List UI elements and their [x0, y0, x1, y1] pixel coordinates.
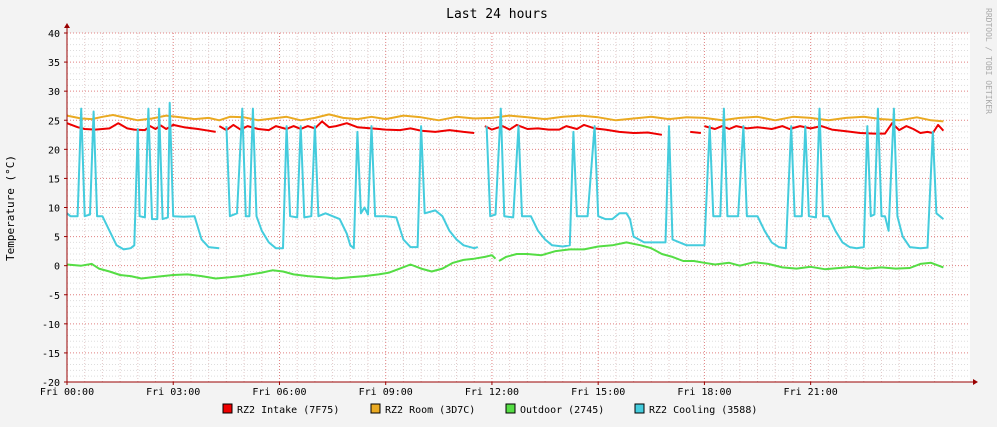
y-axis-arrow — [64, 23, 70, 28]
y-tick-label: -20 — [42, 378, 60, 389]
x-tick-label: Fri 18:00 — [677, 387, 731, 398]
x-tick-label: Fri 03:00 — [146, 387, 200, 398]
x-tick-label: Fri 00:00 — [40, 387, 94, 398]
y-tick-label: 40 — [48, 29, 60, 40]
legend-label-4: RZ2 Cooling (3588) — [649, 405, 757, 416]
x-axis-arrow — [973, 379, 978, 385]
legend-swatch-4 — [634, 403, 645, 414]
x-tick-label: Fri 15:00 — [571, 387, 625, 398]
y-tick-labels: -20 -15 -10 -5 0 5 10 15 20 25 30 35 40 — [42, 29, 60, 389]
y-tick-label: 20 — [48, 145, 60, 156]
y-tick-label: 10 — [48, 204, 60, 215]
y-tick-label: 5 — [54, 233, 60, 244]
series-line-2 — [66, 113, 944, 123]
y-axis-label: Temperature (°C) — [4, 155, 17, 261]
y-tick-label: -5 — [48, 291, 60, 302]
y-tick-label: 25 — [48, 116, 60, 127]
x-tick-label: Fri 12:00 — [465, 387, 519, 398]
y-tick-label: -10 — [42, 320, 60, 331]
legend-swatch-2 — [370, 403, 381, 414]
legend-label-3: Outdoor (2745) — [520, 405, 604, 416]
legend: RZ2 Intake (7F75) RZ2 Room (3D7C) Outdoor … — [222, 403, 757, 416]
legend-label-2: RZ2 Room (3D7C) — [385, 405, 475, 416]
legend-label-1: RZ2 Intake (7F75) — [237, 405, 339, 416]
y-tick-label: 35 — [48, 58, 60, 69]
legend-swatch-3 — [505, 403, 516, 414]
series-layer — [66, 101, 945, 280]
x-tick-label: Fri 21:00 — [784, 387, 838, 398]
axes — [64, 23, 978, 385]
series-line-4 — [66, 101, 945, 251]
y-tick-label: 30 — [48, 87, 60, 98]
y-tick-label: -15 — [42, 349, 60, 360]
y-tick-label: 15 — [48, 174, 60, 185]
x-tick-label: Fri 06:00 — [252, 387, 306, 398]
y-tick-label: 0 — [54, 262, 60, 273]
series-line-3 — [66, 241, 944, 280]
x-tick-label: Fri 09:00 — [359, 387, 413, 398]
watermark: RRDTOOL / TOBI OETIKER — [984, 8, 993, 114]
x-tick-labels: Fri 00:00 Fri 03:00 Fri 06:00 Fri 09:00 Fri … — [40, 387, 838, 398]
legend-swatch-1 — [222, 403, 233, 414]
chart-title: Last 24 hours — [446, 7, 548, 22]
